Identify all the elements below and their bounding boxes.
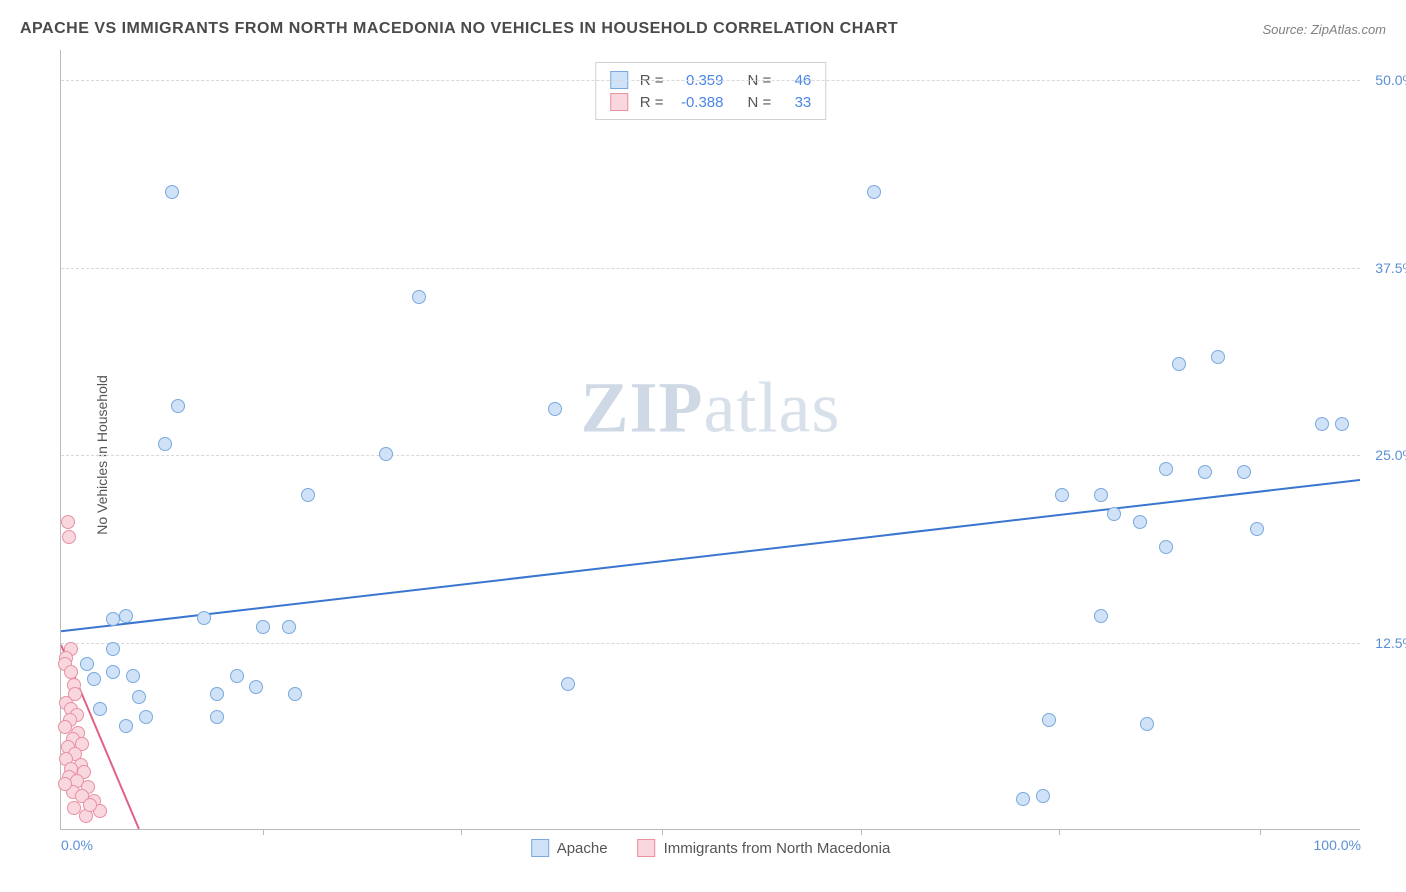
y-tick-label: 12.5% — [1375, 635, 1406, 651]
y-tick-label: 25.0% — [1375, 447, 1406, 463]
trend-lines-layer — [61, 50, 1360, 829]
grid-line — [61, 80, 1360, 81]
y-tick-label: 50.0% — [1375, 72, 1406, 88]
r-value-macedonia: -0.388 — [674, 94, 724, 111]
data-point — [288, 687, 302, 701]
data-point — [249, 680, 263, 694]
data-point — [106, 642, 120, 656]
x-tick-mark — [461, 829, 462, 835]
data-point — [1140, 717, 1154, 731]
legend: Apache Immigrants from North Macedonia — [531, 839, 891, 857]
r-label: R = — [640, 94, 664, 111]
data-point — [1315, 417, 1329, 431]
data-point — [126, 669, 140, 683]
data-point — [548, 402, 562, 416]
n-value-macedonia: 33 — [785, 94, 811, 111]
stats-row-macedonia: R = -0.388 N = 33 — [610, 91, 812, 113]
data-point — [210, 710, 224, 724]
data-point — [1042, 713, 1056, 727]
data-point — [1159, 540, 1173, 554]
data-point — [61, 515, 75, 529]
data-point — [210, 687, 224, 701]
data-point — [139, 710, 153, 724]
data-point — [379, 447, 393, 461]
data-point — [83, 798, 97, 812]
data-point — [62, 530, 76, 544]
data-point — [119, 609, 133, 623]
data-point — [1094, 609, 1108, 623]
data-point — [256, 620, 270, 634]
watermark: ZIPatlas — [581, 367, 841, 450]
x-tick-mark — [263, 829, 264, 835]
data-point — [158, 437, 172, 451]
data-point — [1159, 462, 1173, 476]
legend-item-apache: Apache — [531, 839, 608, 857]
n-label: N = — [748, 94, 772, 111]
data-point — [106, 612, 120, 626]
data-point — [119, 719, 133, 733]
legend-swatch-macedonia — [638, 839, 656, 857]
legend-label-apache: Apache — [557, 840, 608, 857]
data-point — [282, 620, 296, 634]
data-point — [1211, 350, 1225, 364]
data-point — [58, 777, 72, 791]
scatter-plot-area: ZIPatlas R = 0.359 N = 46 R = -0.388 N =… — [60, 50, 1360, 830]
data-point — [1036, 789, 1050, 803]
data-point — [1107, 507, 1121, 521]
chart-container: No Vehicles in Household ZIPatlas R = 0.… — [50, 50, 1390, 860]
data-point — [1055, 488, 1069, 502]
grid-line — [61, 643, 1360, 644]
data-point — [1133, 515, 1147, 529]
data-point — [87, 672, 101, 686]
data-point — [412, 290, 426, 304]
chart-title: APACHE VS IMMIGRANTS FROM NORTH MACEDONI… — [20, 20, 898, 38]
y-tick-label: 37.5% — [1375, 260, 1406, 276]
data-point — [171, 399, 185, 413]
x-tick-mark — [1059, 829, 1060, 835]
data-point — [80, 657, 94, 671]
legend-item-macedonia: Immigrants from North Macedonia — [638, 839, 891, 857]
data-point — [106, 665, 120, 679]
swatch-macedonia — [610, 93, 628, 111]
grid-line — [61, 268, 1360, 269]
data-point — [1094, 488, 1108, 502]
trend-line — [61, 480, 1360, 631]
data-point — [1172, 357, 1186, 371]
data-point — [93, 702, 107, 716]
data-point — [1335, 417, 1349, 431]
legend-label-macedonia: Immigrants from North Macedonia — [664, 840, 891, 857]
x-tick-mark — [1260, 829, 1261, 835]
data-point — [64, 665, 78, 679]
grid-line — [61, 455, 1360, 456]
legend-swatch-apache — [531, 839, 549, 857]
data-point — [1198, 465, 1212, 479]
data-point — [1016, 792, 1030, 806]
correlation-stats-box: R = 0.359 N = 46 R = -0.388 N = 33 — [595, 62, 827, 120]
x-tick-mark — [662, 829, 663, 835]
data-point — [165, 185, 179, 199]
source-credit: Source: ZipAtlas.com — [1262, 22, 1386, 37]
data-point — [132, 690, 146, 704]
x-tick-label: 100.0% — [1314, 837, 1361, 853]
data-point — [197, 611, 211, 625]
x-tick-mark — [861, 829, 862, 835]
data-point — [1250, 522, 1264, 536]
x-tick-label: 0.0% — [61, 837, 93, 853]
data-point — [1237, 465, 1251, 479]
data-point — [867, 185, 881, 199]
data-point — [230, 669, 244, 683]
data-point — [301, 488, 315, 502]
data-point — [561, 677, 575, 691]
